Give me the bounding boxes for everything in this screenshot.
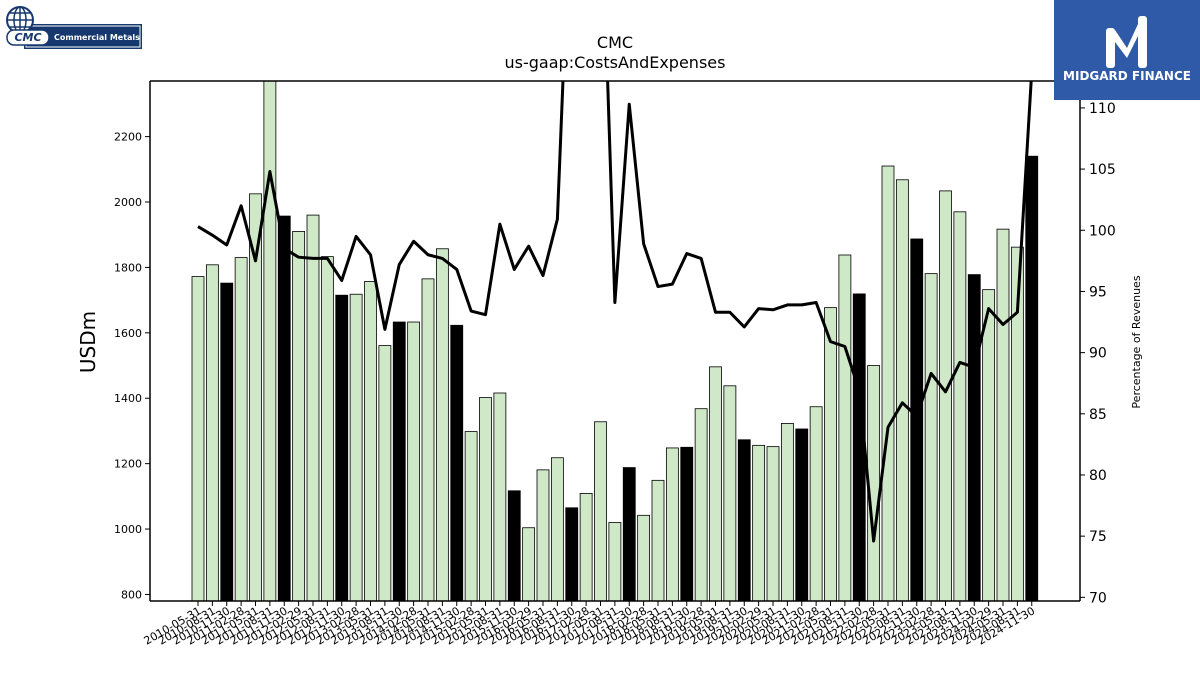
bar-2020-08-31 xyxy=(780,423,794,601)
y-tick-label: 2000 xyxy=(114,196,142,209)
bar-2020-05-31 xyxy=(766,446,780,601)
bar-2016-02-29 xyxy=(522,527,536,601)
y2-tick-label: 90 xyxy=(1089,346,1107,362)
bar-2020-11-30 xyxy=(795,428,809,601)
y2-tick-label: 100 xyxy=(1089,223,1116,239)
y-tick-label: 1200 xyxy=(114,458,142,471)
cmc-logo-text: CMC xyxy=(14,31,41,44)
bar-2013-11-30 xyxy=(392,321,406,601)
y-tick-label: 1000 xyxy=(114,523,142,536)
bar-2019-02-28 xyxy=(694,408,708,601)
line-group xyxy=(197,81,1033,543)
bar-2014-05-31 xyxy=(421,278,435,601)
chart-title: CMC xyxy=(597,33,633,52)
y-tick-label: 1400 xyxy=(114,392,142,405)
bar-2021-05-31 xyxy=(824,307,837,601)
chart-subtitle: us-gaap:CostsAndExpenses xyxy=(505,53,726,72)
bar-2011-11-30 xyxy=(277,215,291,601)
bar-2013-05-31 xyxy=(364,281,377,601)
y2-axis-label: Percentage of Revenues xyxy=(1130,275,1143,408)
midgard-mark-icon xyxy=(1106,16,1147,68)
bar-2014-02-28 xyxy=(407,321,421,601)
bar-2016-11-30 xyxy=(565,507,579,601)
midgard-finance-text: MIDGARD FINANCE xyxy=(1063,69,1191,83)
bar-2015-02-28 xyxy=(464,431,478,601)
bar-2018-05-31 xyxy=(651,479,665,601)
y2-tick-label: 80 xyxy=(1089,468,1107,484)
bar-2014-08-31 xyxy=(435,248,449,601)
bar-2015-05-31 xyxy=(479,397,492,601)
y-axis-label: USDm xyxy=(76,311,100,373)
bar-2021-02-28 xyxy=(809,406,823,601)
bar-2018-02-28 xyxy=(637,514,651,601)
y-tick-label: 1600 xyxy=(114,327,142,340)
bar-2015-11-30 xyxy=(507,490,521,601)
bar-2013-02-28 xyxy=(349,293,363,601)
bar-2016-05-31 xyxy=(536,469,550,601)
bar-2023-05-31 xyxy=(939,190,952,601)
bar-2022-05-31 xyxy=(881,165,895,601)
bar-2018-11-30 xyxy=(680,446,694,601)
bar-2023-02-28 xyxy=(924,273,938,601)
y2-tick-label: 85 xyxy=(1089,407,1107,423)
y-tick-label: 1800 xyxy=(114,261,142,274)
y2-tick-label: 70 xyxy=(1089,590,1107,606)
y-tick-label: 2200 xyxy=(114,131,142,144)
bar-2017-02-28 xyxy=(579,492,593,601)
bar-2012-11-30 xyxy=(335,294,349,601)
bar-2024-05-31 xyxy=(996,228,1010,601)
y2-tick-label: 75 xyxy=(1089,529,1107,545)
bar-2023-11-30 xyxy=(967,274,981,601)
bar-2011-05-31 xyxy=(249,193,262,601)
commercial-metals-logo-text: Commercial Metals xyxy=(54,33,140,42)
bar-2012-02-29 xyxy=(292,231,306,601)
bar-2013-08-31 xyxy=(378,345,392,601)
bar-2019-05-31 xyxy=(709,366,722,601)
y2-tick-label: 95 xyxy=(1089,284,1107,300)
bar-2017-08-31 xyxy=(608,522,622,601)
bar-2010-08-31 xyxy=(205,264,219,601)
bar-2012-05-31 xyxy=(306,214,320,601)
bar-2011-02-28 xyxy=(234,257,248,601)
bar-2020-02-29 xyxy=(752,444,766,601)
bar-2019-08-31 xyxy=(723,385,737,601)
bar-2024-02-29 xyxy=(982,289,996,601)
bar-2011-08-31 xyxy=(263,81,277,601)
bar-2019-11-30 xyxy=(737,439,751,601)
bars-group xyxy=(191,81,1039,601)
bar-2022-11-30 xyxy=(910,238,924,601)
midgard-finance-logo: MIDGARD FINANCE xyxy=(1054,0,1200,100)
y2-tick-label: 110 xyxy=(1089,101,1116,117)
bar-2010-05-31 xyxy=(191,276,205,601)
commercial-metals-logo: CMC Commercial Metals xyxy=(6,6,142,49)
bar-2022-08-31 xyxy=(895,179,909,601)
bar-2023-08-31 xyxy=(953,211,967,601)
percentage-line xyxy=(197,81,1033,543)
bar-2012-08-31 xyxy=(320,256,334,601)
bar-2017-05-31 xyxy=(594,421,607,601)
bar-2015-08-31 xyxy=(493,392,507,601)
axes-group: 800 1000 1200 1400 1600 1800 2000 2200 70 75 80 85 9… xyxy=(114,80,1116,648)
bar-2024-11-30 xyxy=(1025,155,1039,601)
bar-2021-08-31 xyxy=(838,254,852,601)
bar-2016-08-31 xyxy=(550,457,564,601)
bar-2014-11-30 xyxy=(450,324,464,601)
bar-2010-11-30 xyxy=(220,282,234,601)
y-tick-label: 800 xyxy=(121,588,142,601)
bar-2017-11-30 xyxy=(622,467,636,601)
bar-2018-08-31 xyxy=(665,447,679,601)
y2-tick-label: 105 xyxy=(1089,162,1116,178)
